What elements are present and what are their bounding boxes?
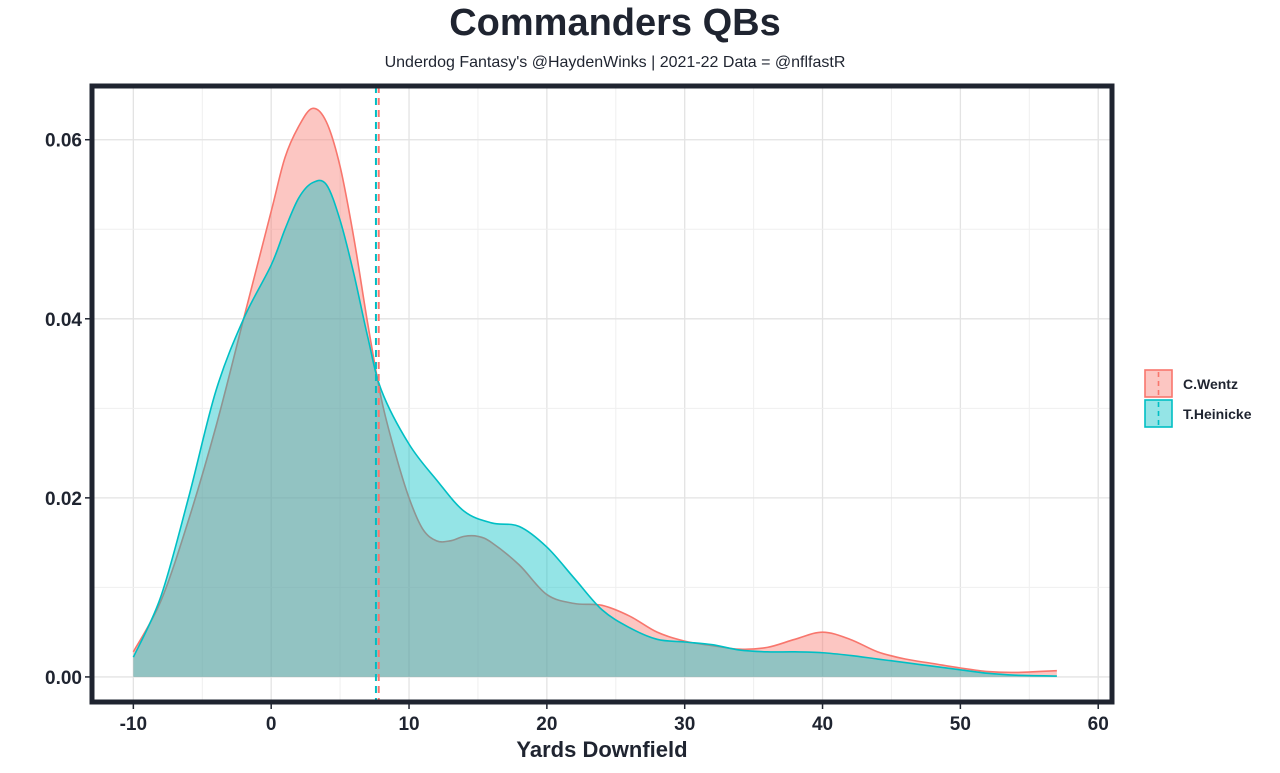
y-tick-label: 0.02: [45, 489, 82, 510]
density-areas: [132, 107, 1057, 677]
legend-item-t-heinicke: T.Heinicke: [1144, 399, 1252, 428]
x-axis-title: Yards Downfield: [516, 737, 687, 762]
legend: C.Wentz T.Heinicke: [1144, 369, 1252, 428]
grid-lines: [92, 86, 1112, 702]
x-tick-label: 40: [812, 714, 833, 735]
legend-item-c-wentz: C.Wentz: [1144, 369, 1238, 398]
x-tick-label: 10: [398, 714, 419, 735]
y-tick-label: 0.00: [45, 668, 82, 689]
y-axis: 0.00 0.02 0.04 0.06: [45, 131, 90, 689]
density-area-t-heinicke: [133, 180, 1057, 677]
density-area-c-wentz: [133, 108, 1057, 677]
legend-label: T.Heinicke: [1183, 406, 1252, 422]
chart-subtitle: Underdog Fantasy's @HaydenWinks | 2021-2…: [384, 54, 846, 71]
legend-label: C.Wentz: [1183, 376, 1238, 392]
x-tick-label: -10: [120, 714, 147, 735]
x-tick-label: 30: [674, 714, 695, 735]
x-tick-label: 20: [536, 714, 557, 735]
density-line-c-wentz: [132, 107, 1057, 674]
panel-border: [89, 83, 1115, 705]
x-tick-label: 50: [950, 714, 971, 735]
chart-title: Commanders QBs: [449, 2, 781, 44]
y-tick-label: 0.04: [45, 310, 82, 331]
density-line-t-heinicke: [132, 179, 1057, 677]
mean-lines: [374, 86, 380, 702]
y-tick-label: 0.06: [45, 131, 82, 152]
x-tick-label: 60: [1088, 714, 1109, 735]
x-axis: -10 0 10 20 30 40 50 60: [120, 704, 1109, 735]
x-tick-label: 0: [266, 714, 277, 735]
